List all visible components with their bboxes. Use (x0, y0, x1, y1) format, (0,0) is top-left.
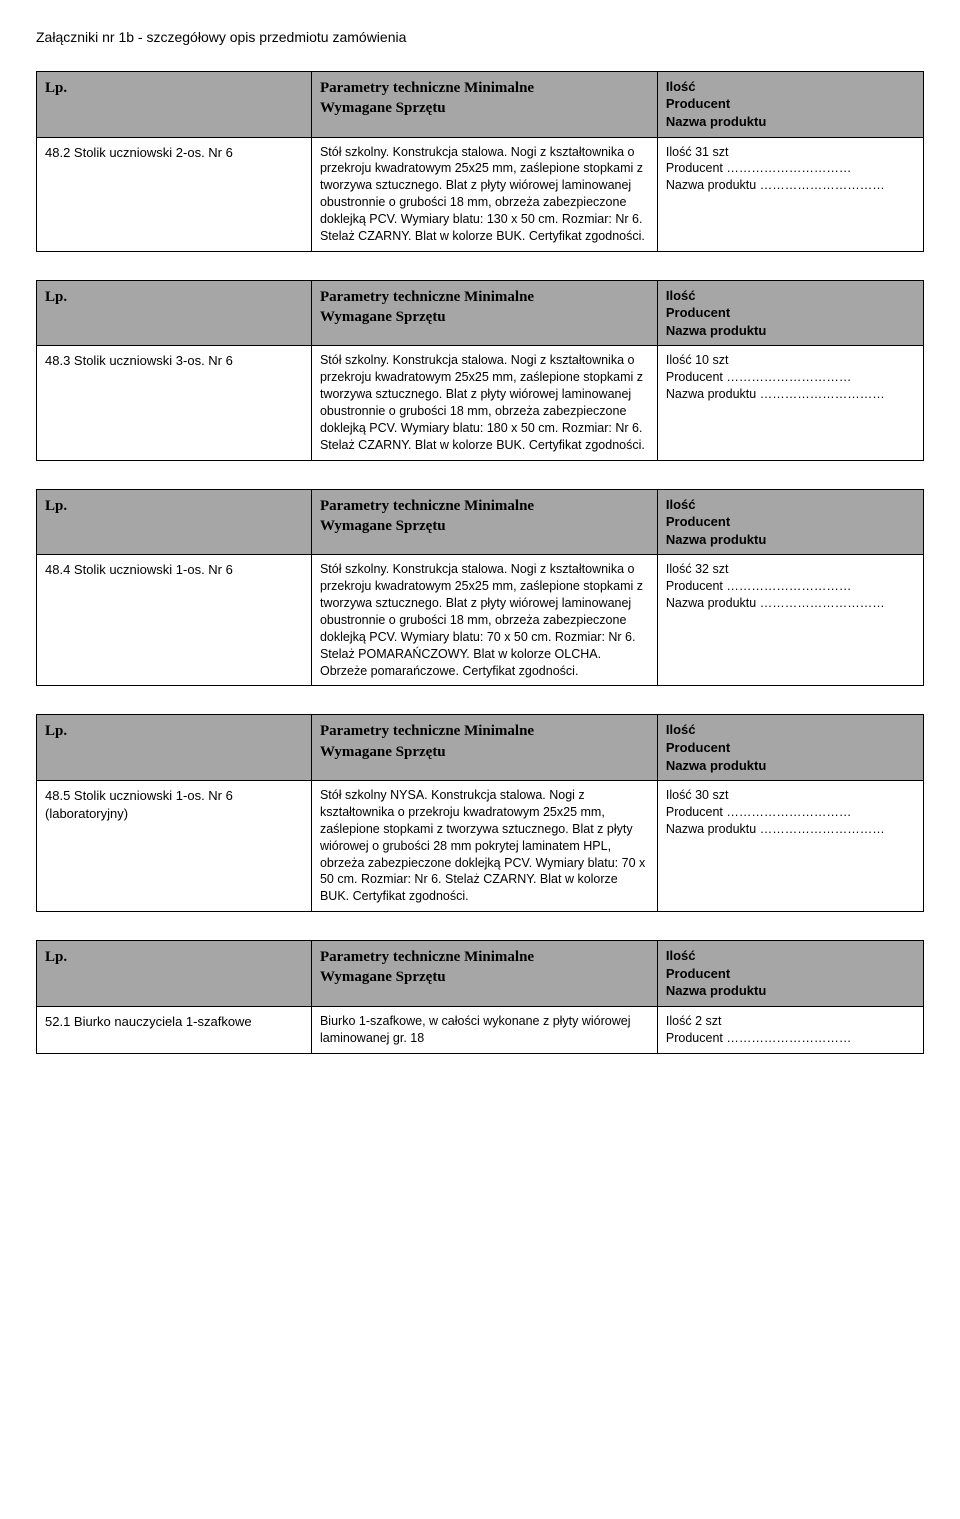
item-meta: Ilość 10 sztProducent …………………………Nazwa pr… (657, 346, 923, 460)
header-params: Parametry techniczne MinimalneWymagane S… (311, 715, 657, 781)
header-lp: Lp. (37, 280, 312, 346)
table-row: 48.5 Stolik uczniowski 1-os. Nr 6 (labor… (37, 781, 924, 912)
producent-fill: Producent ………………………… (666, 160, 915, 177)
item-meta: Ilość 2 sztProducent ………………………… (657, 1006, 923, 1053)
qty-line: Ilość 10 szt (666, 352, 915, 369)
item-label: 48.5 Stolik uczniowski 1-os. Nr 6 (labor… (37, 781, 312, 912)
item-description: Stół szkolny NYSA. Konstrukcja stalowa. … (311, 781, 657, 912)
table-row: 52.1 Biurko nauczyciela 1-szafkoweBiurko… (37, 1006, 924, 1053)
spec-table: Lp.Parametry techniczne MinimalneWymagan… (36, 489, 924, 687)
header-lp: Lp. (37, 489, 312, 555)
item-meta: Ilość 30 sztProducent …………………………Nazwa pr… (657, 781, 923, 912)
spec-table: Lp.Parametry techniczne MinimalneWymagan… (36, 940, 924, 1053)
item-description: Stół szkolny. Konstrukcja stalowa. Nogi … (311, 137, 657, 251)
item-description: Stół szkolny. Konstrukcja stalowa. Nogi … (311, 346, 657, 460)
table-row: 48.4 Stolik uczniowski 1-os. Nr 6Stół sz… (37, 555, 924, 686)
item-label: 48.2 Stolik uczniowski 2-os. Nr 6 (37, 137, 312, 251)
header-meta: IlośćProducentNazwa produktu (657, 941, 923, 1007)
producent-fill: Producent ………………………… (666, 804, 915, 821)
header-lp: Lp. (37, 941, 312, 1007)
header-lp: Lp. (37, 715, 312, 781)
header-lp: Lp. (37, 71, 312, 137)
spec-table: Lp.Parametry techniczne MinimalneWymagan… (36, 714, 924, 912)
item-description: Stół szkolny. Konstrukcja stalowa. Nogi … (311, 555, 657, 686)
header-meta: IlośćProducentNazwa produktu (657, 280, 923, 346)
nazwa-fill: Nazwa produktu ………………………… (666, 821, 915, 838)
spec-table: Lp.Parametry techniczne MinimalneWymagan… (36, 71, 924, 252)
nazwa-fill: Nazwa produktu ………………………… (666, 595, 915, 612)
qty-line: Ilość 2 szt (666, 1013, 915, 1030)
producent-fill: Producent ………………………… (666, 1030, 915, 1047)
header-params: Parametry techniczne MinimalneWymagane S… (311, 941, 657, 1007)
spec-table: Lp.Parametry techniczne MinimalneWymagan… (36, 280, 924, 461)
header-params: Parametry techniczne MinimalneWymagane S… (311, 71, 657, 137)
header-meta: IlośćProducentNazwa produktu (657, 489, 923, 555)
header-params: Parametry techniczne MinimalneWymagane S… (311, 489, 657, 555)
nazwa-fill: Nazwa produktu ………………………… (666, 177, 915, 194)
table-row: 48.2 Stolik uczniowski 2-os. Nr 6Stół sz… (37, 137, 924, 251)
item-label: 48.3 Stolik uczniowski 3-os. Nr 6 (37, 346, 312, 460)
item-label: 52.1 Biurko nauczyciela 1-szafkowe (37, 1006, 312, 1053)
header-params: Parametry techniczne MinimalneWymagane S… (311, 280, 657, 346)
nazwa-fill: Nazwa produktu ………………………… (666, 386, 915, 403)
item-description: Biurko 1-szafkowe, w całości wykonane z … (311, 1006, 657, 1053)
header-meta: IlośćProducentNazwa produktu (657, 71, 923, 137)
producent-fill: Producent ………………………… (666, 369, 915, 386)
item-meta: Ilość 31 sztProducent …………………………Nazwa pr… (657, 137, 923, 251)
header-meta: IlośćProducentNazwa produktu (657, 715, 923, 781)
table-row: 48.3 Stolik uczniowski 3-os. Nr 6Stół sz… (37, 346, 924, 460)
producent-fill: Producent ………………………… (666, 578, 915, 595)
qty-line: Ilość 30 szt (666, 787, 915, 804)
item-label: 48.4 Stolik uczniowski 1-os. Nr 6 (37, 555, 312, 686)
tables-container: Lp.Parametry techniczne MinimalneWymagan… (36, 71, 924, 1054)
page-title: Załączniki nr 1b - szczegółowy opis prze… (36, 28, 924, 47)
qty-line: Ilość 32 szt (666, 561, 915, 578)
qty-line: Ilość 31 szt (666, 144, 915, 161)
item-meta: Ilość 32 sztProducent …………………………Nazwa pr… (657, 555, 923, 686)
